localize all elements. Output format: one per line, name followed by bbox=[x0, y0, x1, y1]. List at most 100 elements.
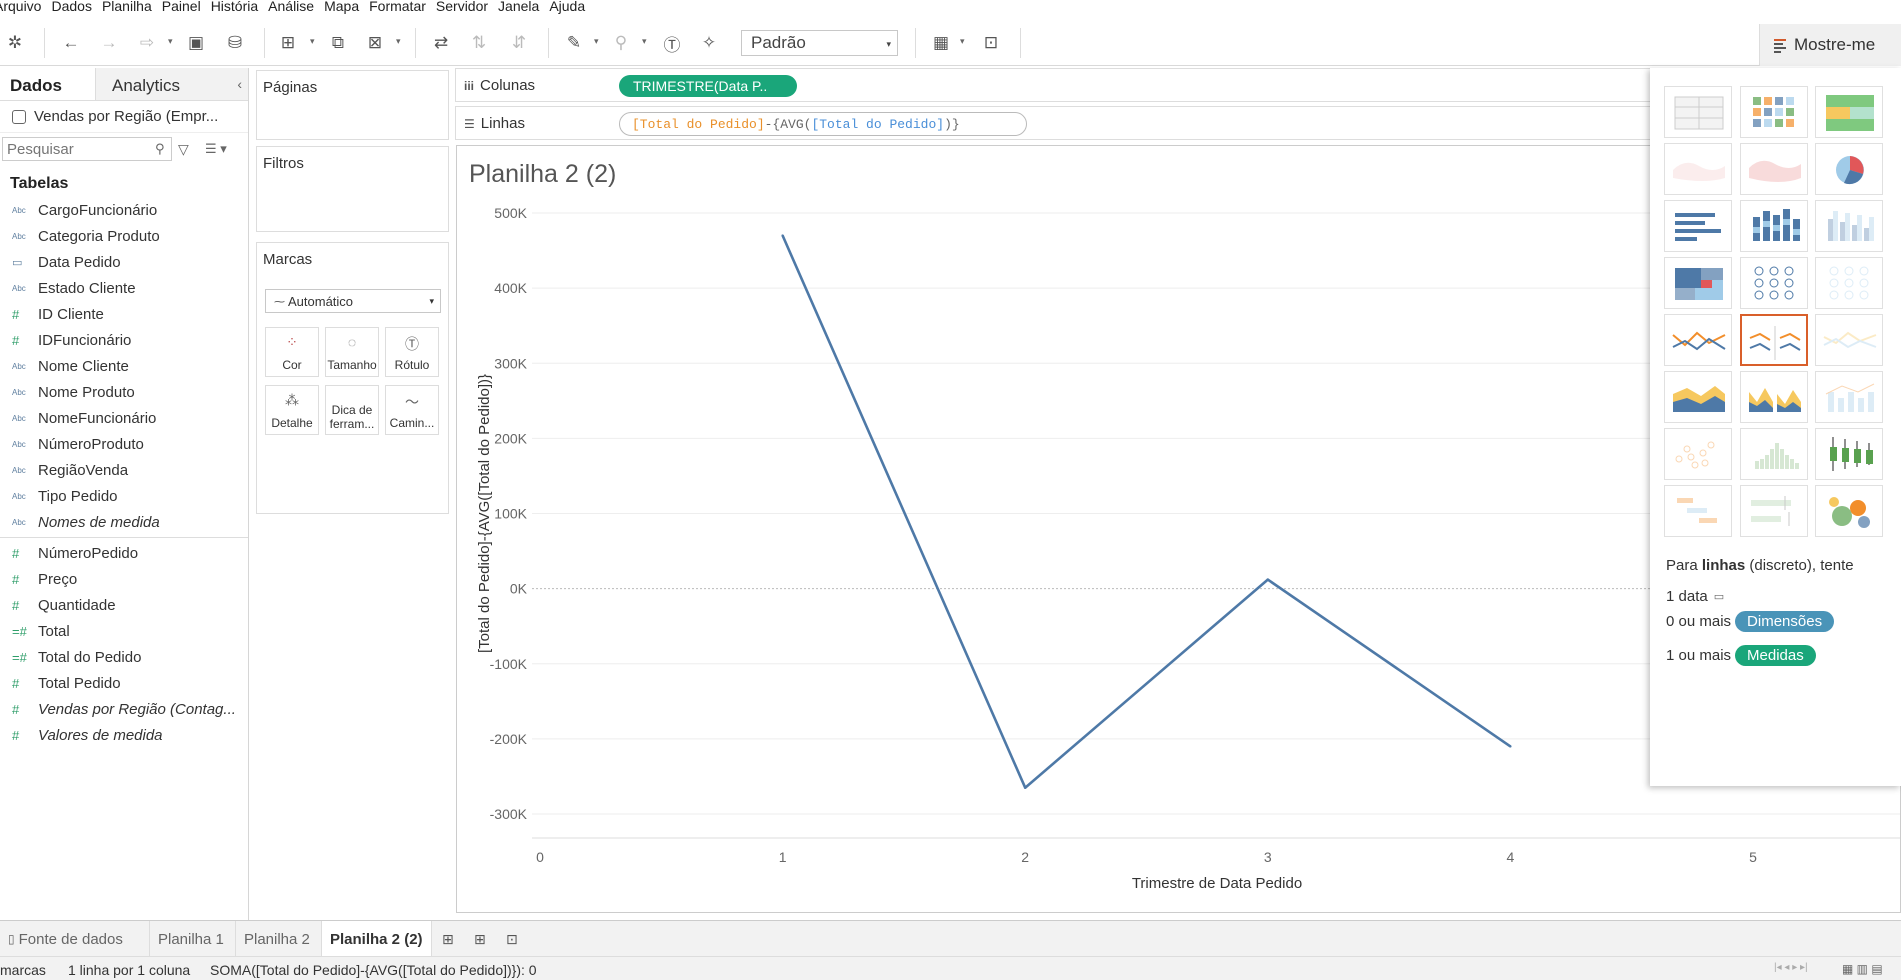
chevron-down-icon[interactable]: ▾ bbox=[396, 36, 401, 46]
sort-descending-icon[interactable]: ⇵ bbox=[511, 33, 527, 52]
measure-field[interactable]: =# Total bbox=[0, 618, 248, 644]
tab-datasource[interactable]: ▯ Fonte de dados bbox=[0, 921, 150, 957]
menu-ajuda[interactable]: Ajuda bbox=[549, 0, 586, 14]
dimension-field[interactable]: Abc Estado Cliente bbox=[0, 275, 248, 301]
size-mark-button[interactable]: ◌ Tamanho bbox=[325, 327, 379, 377]
grid-view-icon[interactable]: ▦ ▥ ▤ bbox=[1842, 962, 1883, 976]
dimension-field[interactable]: Abc CargoFuncionário bbox=[0, 197, 248, 223]
area-discrete-icon[interactable] bbox=[1740, 371, 1808, 423]
measure-field[interactable]: # Total Pedido bbox=[0, 670, 248, 696]
measure-field[interactable]: # Quantidade bbox=[0, 592, 248, 618]
measure-field[interactable]: # Valores de medida bbox=[0, 722, 248, 748]
bullet-graph-icon[interactable] bbox=[1740, 485, 1808, 537]
new-story-icon[interactable]: ⊡ bbox=[506, 931, 518, 947]
data-point[interactable] bbox=[1266, 578, 1269, 581]
pin-icon[interactable]: ✧ bbox=[701, 33, 717, 52]
tab-planilha-1[interactable]: Planilha 1 bbox=[150, 921, 236, 957]
mark-type-select[interactable]: ⁓ Automático ▾ bbox=[265, 289, 441, 313]
measure-field[interactable]: =# Total do Pedido bbox=[0, 644, 248, 670]
side-by-side-bar-icon[interactable] bbox=[1815, 200, 1883, 252]
group-icon[interactable]: ⚲ bbox=[614, 33, 628, 52]
chevron-down-icon[interactable]: ▾ bbox=[960, 36, 965, 46]
label-mark-button[interactable]: Ⓣ Rótulo bbox=[385, 327, 439, 377]
menu-servidor[interactable]: Servidor bbox=[435, 0, 489, 14]
collapse-pane-icon[interactable]: ‹ bbox=[237, 76, 242, 92]
area-continuous-icon[interactable] bbox=[1664, 371, 1732, 423]
view-options-icon[interactable]: ☰ ▾ bbox=[205, 141, 227, 156]
treemap-icon[interactable] bbox=[1664, 257, 1732, 309]
tab-planilha-2-2[interactable]: Planilha 2 (2) bbox=[322, 921, 432, 957]
columns-pill[interactable]: TRIMESTRE(Data P.. bbox=[619, 75, 797, 97]
rows-shelf[interactable]: ☰ Linhas [Total do Pedido] -{AVG([Total do… bbox=[455, 106, 1658, 140]
data-point[interactable] bbox=[781, 234, 784, 237]
detail-mark-button[interactable]: ⁂ Detalhe bbox=[265, 385, 319, 435]
data-point[interactable] bbox=[1509, 745, 1512, 748]
dimension-field[interactable]: # ID Cliente bbox=[0, 301, 248, 327]
heat-map-icon[interactable] bbox=[1740, 86, 1808, 138]
filled-map-icon[interactable] bbox=[1740, 143, 1808, 195]
menu-janela[interactable]: Janela bbox=[498, 0, 540, 14]
dimension-field[interactable]: # IDFuncionário bbox=[0, 327, 248, 353]
label-icon[interactable]: Ⓣ bbox=[663, 35, 681, 55]
tooltip-mark-button[interactable]: Dica de ferram... bbox=[325, 385, 379, 435]
line-discrete-icon[interactable] bbox=[1740, 314, 1808, 366]
box-whisker-icon[interactable] bbox=[1815, 428, 1883, 480]
tab-planilha-2[interactable]: Planilha 2 bbox=[236, 921, 322, 957]
clear-sheet-icon[interactable]: ⊠ bbox=[367, 33, 383, 52]
fit-select[interactable]: Padrão ▾ bbox=[741, 30, 898, 56]
add-datasource-icon[interactable]: ⛁ bbox=[227, 33, 243, 52]
menu-dados[interactable]: Dados bbox=[51, 0, 92, 14]
menu-formatar[interactable]: Formatar bbox=[369, 0, 426, 14]
duplicate-sheet-icon[interactable]: ⧉ bbox=[331, 33, 345, 52]
histogram-icon[interactable] bbox=[1740, 428, 1808, 480]
measure-field[interactable]: # Vendas por Região (Contag... bbox=[0, 696, 248, 722]
replay-icon[interactable]: ⇨ bbox=[139, 33, 155, 52]
menu-historia[interactable]: História bbox=[210, 0, 259, 14]
path-mark-button[interactable]: 〜 Camin... bbox=[385, 385, 439, 435]
tableau-logo-icon[interactable]: ✲ bbox=[7, 33, 23, 52]
show-me-button[interactable]: Mostre-me bbox=[1759, 24, 1901, 66]
line-continuous-icon[interactable] bbox=[1664, 314, 1732, 366]
side-by-side-circle-icon[interactable] bbox=[1815, 257, 1883, 309]
stacked-bar-icon[interactable] bbox=[1740, 200, 1808, 252]
dimension-field[interactable]: Abc Tipo Pedido bbox=[0, 483, 248, 509]
chevron-down-icon[interactable]: ▾ bbox=[310, 36, 315, 46]
horizontal-bar-icon[interactable] bbox=[1664, 200, 1732, 252]
undo-icon[interactable]: ← bbox=[62, 33, 80, 52]
packed-bubbles-icon[interactable] bbox=[1815, 485, 1883, 537]
highlight-icon[interactable]: ✎ bbox=[566, 33, 582, 52]
datasource-item[interactable]: Vendas por Região (Empr... bbox=[0, 101, 248, 133]
search-input[interactable] bbox=[2, 137, 172, 161]
save-icon[interactable]: ▣ bbox=[187, 33, 205, 52]
dimension-field[interactable]: Abc NomeFuncionário bbox=[0, 405, 248, 431]
symbol-map-icon[interactable] bbox=[1664, 143, 1732, 195]
dimension-field[interactable]: Abc Nomes de medida bbox=[0, 509, 248, 535]
dual-line-icon[interactable] bbox=[1815, 314, 1883, 366]
filter-icon[interactable]: ▽ bbox=[178, 141, 189, 157]
redo-icon[interactable]: → bbox=[100, 33, 118, 52]
chevron-down-icon[interactable]: ▾ bbox=[642, 36, 647, 46]
sheet-nav-icon[interactable]: |◂ ◂ ▸ ▸| bbox=[1774, 962, 1808, 973]
tab-dados[interactable]: Dados bbox=[0, 68, 96, 100]
menu-arquivo[interactable]: Arquivo bbox=[0, 0, 42, 14]
dimension-field[interactable]: Abc Nome Cliente bbox=[0, 353, 248, 379]
swap-icon[interactable]: ⇄ bbox=[433, 33, 449, 52]
measure-field[interactable]: # Preço bbox=[0, 566, 248, 592]
new-sheet-icon[interactable]: ⊞ bbox=[280, 33, 296, 52]
dimension-field[interactable]: Abc NúmeroProduto bbox=[0, 431, 248, 457]
circle-view-icon[interactable] bbox=[1740, 257, 1808, 309]
dimension-field[interactable]: Abc RegiãoVenda bbox=[0, 457, 248, 483]
menu-analise[interactable]: Análise bbox=[268, 0, 315, 14]
menu-painel[interactable]: Painel bbox=[161, 0, 201, 14]
chevron-down-icon[interactable]: ▾ bbox=[594, 36, 599, 46]
new-dashboard-icon[interactable]: ⊞ bbox=[474, 931, 486, 947]
columns-shelf[interactable]: iii Colunas TRIMESTRE(Data P.. bbox=[455, 68, 1658, 102]
dual-combination-icon[interactable] bbox=[1815, 371, 1883, 423]
series-line[interactable] bbox=[781, 235, 1512, 790]
pie-chart-icon[interactable] bbox=[1815, 143, 1883, 195]
show-cards-icon[interactable]: ▦ bbox=[932, 33, 950, 52]
scatter-plot-icon[interactable] bbox=[1664, 428, 1732, 480]
search-icon[interactable]: ⚲ bbox=[155, 141, 165, 156]
new-worksheet-icon[interactable]: ⊞ bbox=[442, 931, 454, 947]
chevron-down-icon[interactable]: ▾ bbox=[168, 36, 173, 46]
